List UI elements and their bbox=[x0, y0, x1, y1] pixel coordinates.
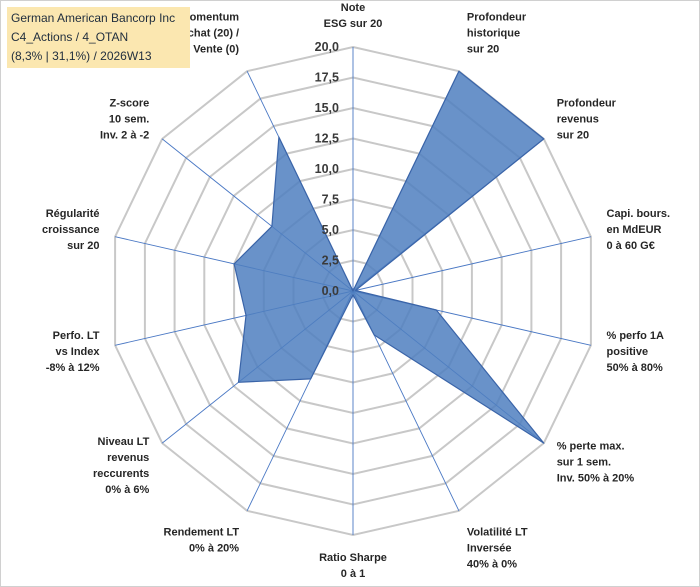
axis-label-line: Ratio Sharpe bbox=[319, 552, 387, 564]
axis-label: Ratio Sharpe 0 à 1 bbox=[319, 552, 387, 580]
axis-label-line: sur 20 bbox=[467, 44, 499, 56]
axis-label-line: Niveau LT bbox=[98, 436, 150, 448]
tick-label-layer: 0,0 2,5 5,0 7,5 10,0 12,5 15,0 17,5 20,0 bbox=[315, 40, 339, 298]
axis-label-line: Volatilité LT bbox=[467, 526, 528, 538]
axis-label-line: reccurents bbox=[93, 468, 149, 480]
axis-label-line: Rendement LT bbox=[164, 526, 240, 538]
axis-label-line: croissance bbox=[42, 224, 99, 236]
tick-label: 5,0 bbox=[322, 223, 339, 237]
chart-title-company: German American Bancorp Inc bbox=[11, 11, 176, 25]
axis-label-line: historique bbox=[467, 28, 520, 40]
series-area bbox=[233, 70, 545, 444]
axis-label-line: Capi. bours. bbox=[607, 208, 671, 220]
axis-label-line: Inv. 2 à -2 bbox=[100, 130, 149, 142]
chart-title-box: German American Bancorp Inc C4_Actions /… bbox=[7, 7, 190, 68]
axis-label-line: Vente (0) bbox=[193, 44, 239, 56]
tick-label: 2,5 bbox=[322, 254, 339, 268]
axis-label-line: 40% à 0% bbox=[467, 558, 517, 570]
axis-label: Profondeur historique sur 20 bbox=[467, 12, 527, 56]
axis-label-line: 0% à 6% bbox=[105, 484, 149, 496]
axis-label-line: Profondeur bbox=[557, 98, 617, 110]
axis-label: Momentum Achat (20) / Vente (0) bbox=[180, 12, 240, 56]
axis-label-line: 0 à 1 bbox=[341, 568, 365, 580]
axis-label: Z-score 10 sem. Inv. 2 à -2 bbox=[100, 98, 149, 142]
axis-label: Niveau LT revenus reccurents 0% à 6% bbox=[93, 436, 150, 496]
axis-label-line: positive bbox=[607, 346, 649, 358]
axis-label-line: 0 à 60 G€ bbox=[607, 240, 655, 252]
axis-label: % perte max. sur 1 sem. Inv. 50% à 20% bbox=[557, 440, 635, 484]
tick-label: 15,0 bbox=[315, 101, 339, 115]
axis-label-line: Profondeur bbox=[467, 12, 527, 24]
axis-label: Rendement LT 0% à 20% bbox=[164, 526, 240, 554]
axis-label-line: Perfo. LT bbox=[53, 330, 100, 342]
axis-label-line: Note bbox=[341, 2, 365, 14]
axis-label: Volatilité LT Inversée 40% à 0% bbox=[467, 526, 528, 570]
chart-title-category: C4_Actions / 4_OTAN bbox=[11, 30, 129, 44]
axis-label-line: % perfo 1A bbox=[607, 330, 665, 342]
series-layer bbox=[233, 70, 545, 444]
axis-label-line: revenus bbox=[107, 452, 149, 464]
axis-label-line: revenus bbox=[557, 114, 599, 126]
axis-label-line: 10 sem. bbox=[109, 114, 149, 126]
axis-label: Capi. bours. en MdEUR 0 à 60 G€ bbox=[607, 208, 671, 252]
axis-label-line: en MdEUR bbox=[607, 224, 662, 236]
tick-label: 17,5 bbox=[315, 71, 339, 85]
axis-label-line: Inv. 50% à 20% bbox=[557, 472, 635, 484]
axis-label-layer: Note ESG sur 20 Profondeur historique sur 20… bbox=[42, 2, 670, 580]
axis-label-line: -8% à 12% bbox=[46, 362, 100, 374]
axis-label: % perfo 1A positive 50% à 80% bbox=[607, 330, 665, 374]
axis-label-line: Inversée bbox=[467, 542, 512, 554]
axis-label: Note ESG sur 20 bbox=[324, 2, 383, 30]
axis-label: Profondeur revenus sur 20 bbox=[557, 98, 617, 142]
tick-label: 12,5 bbox=[315, 132, 339, 146]
axis-label-line: vs Index bbox=[55, 346, 100, 358]
axis-spoke bbox=[352, 236, 592, 292]
chart-title-stats: (8,3% | 31,1%) / 2026W13 bbox=[11, 49, 152, 63]
axis-label-line: % perte max. bbox=[557, 440, 625, 452]
axis-label-line: Régularité bbox=[46, 208, 100, 220]
axis-label: Perfo. LT vs Index -8% à 12% bbox=[46, 330, 101, 374]
tick-label: 0,0 bbox=[322, 284, 339, 298]
axis-label-line: 0% à 20% bbox=[189, 542, 239, 554]
axis-label: Régularité croissance sur 20 bbox=[42, 208, 99, 252]
axis-label-line: sur 20 bbox=[557, 130, 589, 142]
tick-label: 10,0 bbox=[315, 162, 339, 176]
tick-label: 20,0 bbox=[315, 40, 339, 54]
axis-label-line: sur 20 bbox=[67, 240, 99, 252]
axis-label-line: Achat (20) / bbox=[180, 28, 239, 40]
axis-label-line: 50% à 80% bbox=[607, 362, 663, 374]
axis-label-line: sur 1 sem. bbox=[557, 456, 611, 468]
axis-label-line: ESG sur 20 bbox=[324, 18, 383, 30]
axis-label-line: Momentum bbox=[180, 12, 239, 24]
tick-label: 7,5 bbox=[322, 193, 339, 207]
axis-label-line: Z-score bbox=[110, 98, 150, 110]
